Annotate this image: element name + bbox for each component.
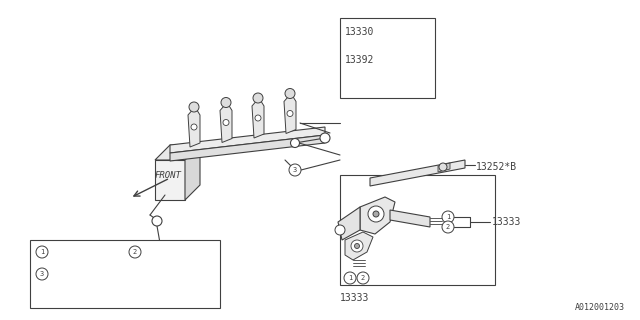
Polygon shape [220, 102, 232, 142]
Circle shape [442, 211, 454, 223]
Circle shape [368, 206, 384, 222]
Text: 13333: 13333 [340, 293, 369, 303]
Circle shape [191, 124, 197, 130]
Circle shape [223, 119, 229, 125]
Polygon shape [390, 210, 430, 227]
FancyBboxPatch shape [340, 18, 435, 98]
Text: 13330: 13330 [345, 27, 374, 37]
Polygon shape [170, 135, 325, 161]
Circle shape [442, 221, 454, 233]
Polygon shape [370, 160, 465, 186]
Polygon shape [360, 197, 395, 234]
Text: 3: 3 [40, 271, 44, 277]
Circle shape [189, 102, 199, 112]
Circle shape [355, 244, 360, 249]
Circle shape [129, 246, 141, 258]
Text: 13333: 13333 [492, 217, 522, 227]
Text: C0062: C0062 [52, 247, 77, 257]
Polygon shape [188, 107, 200, 147]
Text: 13252*B: 13252*B [476, 162, 517, 172]
Circle shape [36, 246, 48, 258]
Circle shape [253, 93, 263, 103]
Circle shape [255, 115, 261, 121]
Polygon shape [155, 145, 200, 160]
Circle shape [289, 164, 301, 176]
Circle shape [320, 133, 330, 143]
Polygon shape [345, 232, 373, 260]
Text: 2: 2 [446, 224, 450, 230]
Polygon shape [185, 145, 200, 200]
Circle shape [351, 240, 363, 252]
Polygon shape [252, 98, 264, 138]
Text: 13392  (-'08MY0704): 13392 (-'08MY0704) [52, 269, 145, 278]
Polygon shape [155, 160, 185, 200]
Polygon shape [170, 127, 325, 153]
Text: FRONT: FRONT [155, 171, 182, 180]
Circle shape [373, 211, 379, 217]
Circle shape [344, 272, 356, 284]
FancyBboxPatch shape [30, 240, 220, 308]
Text: A012001203: A012001203 [575, 303, 625, 312]
Text: 13392: 13392 [345, 55, 374, 65]
Text: 1: 1 [348, 275, 352, 281]
Text: 3: 3 [293, 167, 297, 173]
Circle shape [291, 139, 300, 148]
Circle shape [36, 268, 48, 280]
Text: 13348: 13348 [143, 250, 172, 260]
Polygon shape [284, 93, 296, 133]
Circle shape [357, 272, 369, 284]
Text: A2087B('08MY0704- ): A2087B('08MY0704- ) [52, 292, 145, 300]
Circle shape [221, 98, 231, 108]
Polygon shape [338, 207, 360, 240]
Polygon shape [438, 163, 450, 172]
Circle shape [152, 216, 162, 226]
Text: 2: 2 [133, 249, 137, 255]
Circle shape [439, 163, 447, 171]
FancyBboxPatch shape [340, 175, 495, 285]
Text: 1: 1 [446, 214, 450, 220]
Text: 1: 1 [40, 249, 44, 255]
Circle shape [335, 225, 345, 235]
Circle shape [287, 110, 293, 116]
Text: 2: 2 [361, 275, 365, 281]
Circle shape [285, 89, 295, 99]
Text: 13234: 13234 [145, 247, 170, 257]
